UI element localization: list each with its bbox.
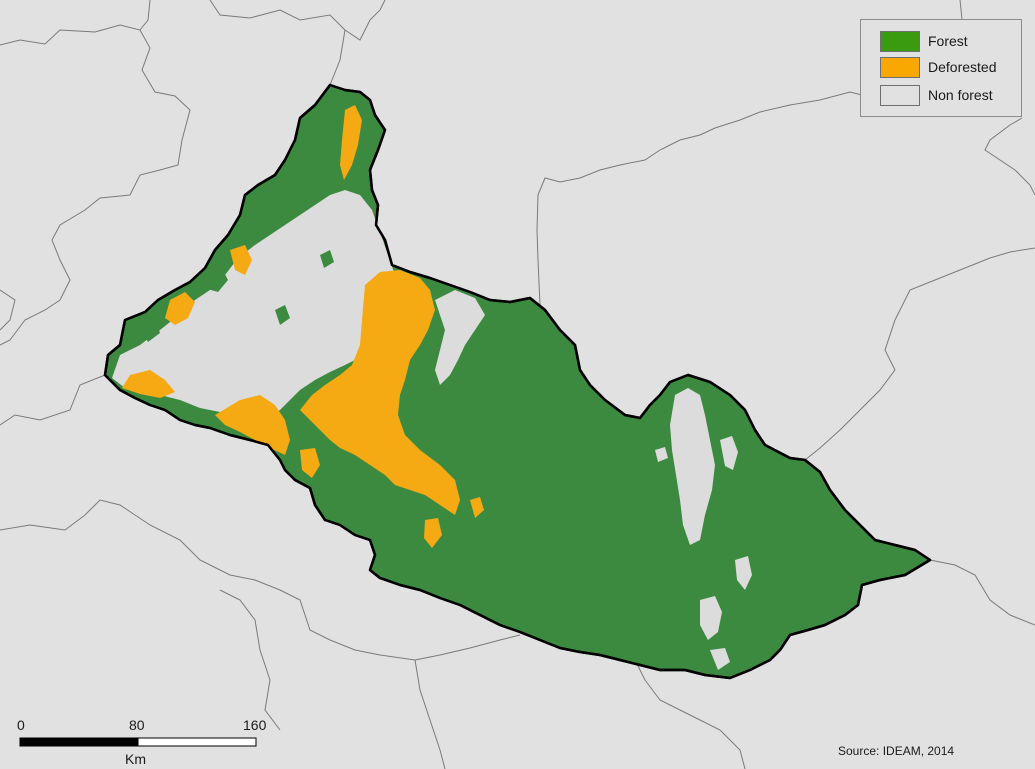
- scale-bar-white-segment: [137, 737, 257, 747]
- region-outline: [103, 83, 932, 680]
- legend-swatch-deforested: [880, 56, 920, 78]
- legend-item-nonforest: Non forest: [880, 84, 993, 106]
- legend-label-deforested: Deforested: [928, 59, 997, 75]
- region-nonforest-nw: [112, 190, 410, 425]
- scale-bar: [19, 737, 257, 747]
- legend: Forest Deforested Non forest: [860, 19, 1022, 117]
- forest-patches: [140, 108, 340, 342]
- scale-bar-black-segment: [20, 738, 138, 746]
- deforested-areas: [122, 105, 484, 548]
- legend-swatch-forest: [880, 30, 920, 52]
- legend-swatch-nonforest: [880, 84, 920, 106]
- source-credit: Source: IDEAM, 2014: [838, 744, 955, 758]
- legend-label-nonforest: Non forest: [928, 87, 993, 103]
- legend-item-deforested: Deforested: [880, 56, 996, 78]
- legend-label-forest: Forest: [928, 33, 968, 49]
- nonforest-patches-east: [435, 290, 752, 670]
- legend-item-forest: Forest: [880, 30, 968, 52]
